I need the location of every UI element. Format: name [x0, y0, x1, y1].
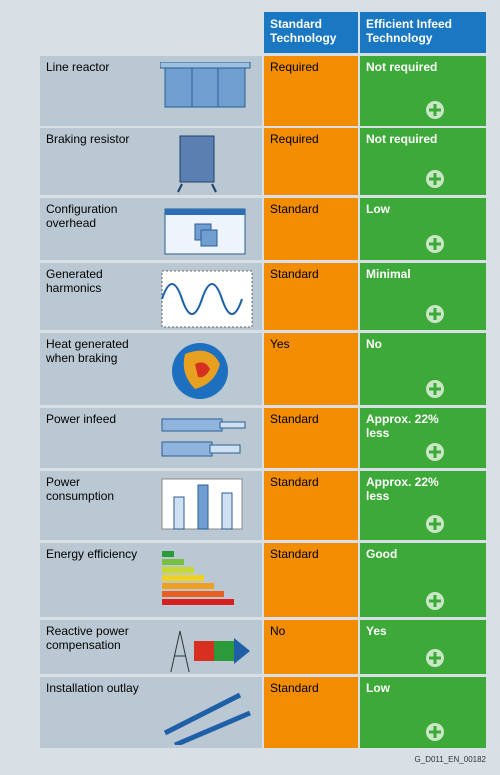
row-label-text: Braking resistor — [46, 132, 130, 146]
efficient-value: Low — [360, 677, 486, 748]
efficient-value-text: Yes — [366, 624, 387, 638]
row-icon — [163, 692, 251, 745]
row-label: Braking resistor — [40, 128, 262, 195]
standard-value-text: Standard — [270, 202, 319, 216]
row-icon — [172, 343, 228, 399]
standard-value: Yes — [264, 333, 358, 405]
standard-value: Standard — [264, 408, 358, 468]
plus-icon — [426, 170, 444, 188]
row-label-text: Heat generated when braking — [46, 337, 129, 365]
plus-icon — [426, 515, 444, 533]
header-efficient: Efficient Infeed Technology — [360, 12, 486, 53]
efficient-value: Not required — [360, 56, 486, 126]
footer-code: G_D011_EN_00182 — [414, 755, 486, 764]
row-icon — [161, 270, 253, 328]
standard-value-text: Standard — [270, 547, 319, 561]
efficient-value-text: Not required — [366, 132, 438, 146]
efficient-value: Approx. 22% less — [360, 471, 486, 540]
efficient-value-text: Good — [366, 547, 398, 561]
standard-value-text: Standard — [270, 475, 319, 489]
row-label-text: Power infeed — [46, 412, 117, 426]
row-icon — [161, 478, 243, 530]
efficient-value-text: Approx. 22% less — [366, 475, 439, 503]
standard-value-text: Standard — [270, 267, 319, 281]
efficient-value: Approx. 22% less — [360, 408, 486, 468]
row-label: Power infeed — [40, 408, 262, 468]
row-label: Heat generated when braking — [40, 333, 262, 405]
standard-value: Standard — [264, 543, 358, 617]
row-label-text: Energy efficiency — [46, 547, 138, 561]
plus-icon — [426, 101, 444, 119]
row-icon — [161, 418, 246, 457]
standard-value-text: Yes — [270, 337, 290, 351]
header-efficient-text: Efficient Infeed Technology — [366, 17, 453, 45]
efficient-value: Good — [360, 543, 486, 617]
standard-value: No — [264, 620, 358, 674]
header-standard: Standard Technology — [264, 12, 358, 53]
standard-value-text: Standard — [270, 412, 319, 426]
efficient-value: Minimal — [360, 263, 486, 330]
standard-value: Standard — [264, 198, 358, 260]
efficient-value-text: Approx. 22% less — [366, 412, 439, 440]
standard-value-text: Standard — [270, 681, 319, 695]
standard-value: Standard — [264, 471, 358, 540]
efficient-value-text: No — [366, 337, 382, 351]
plus-icon — [426, 235, 444, 253]
efficient-value: No — [360, 333, 486, 405]
standard-value: Standard — [264, 263, 358, 330]
standard-value-text: Required — [270, 60, 319, 74]
row-icon — [162, 551, 234, 605]
standard-value: Required — [264, 56, 358, 126]
plus-icon — [426, 443, 444, 461]
efficient-value: Yes — [360, 620, 486, 674]
row-icon — [164, 208, 246, 255]
efficient-value-text: Low — [366, 681, 390, 695]
row-label-text: Configuration overhead — [46, 202, 118, 230]
row-icon — [170, 630, 250, 672]
row-label-text: Generated harmonics — [46, 267, 103, 295]
efficient-value-text: Not required — [366, 60, 438, 74]
plus-icon — [426, 592, 444, 610]
plus-icon — [426, 649, 444, 667]
efficient-value-text: Low — [366, 202, 390, 216]
standard-value: Standard — [264, 677, 358, 748]
row-label-text: Reactive power compensation — [46, 624, 129, 652]
row-label-text: Power consumption — [46, 475, 115, 503]
efficient-value-text: Minimal — [366, 267, 411, 281]
efficient-value: Low — [360, 198, 486, 260]
standard-value-text: Required — [270, 132, 319, 146]
row-label: Installation outlay — [40, 677, 262, 748]
standard-value-text: No — [270, 624, 286, 638]
row-label-text: Line reactor — [46, 60, 110, 74]
efficient-value: Not required — [360, 128, 486, 195]
row-icon — [160, 62, 251, 108]
plus-icon — [426, 723, 444, 741]
row-label-text: Installation outlay — [46, 681, 139, 695]
standard-value: Required — [264, 128, 358, 195]
plus-icon — [426, 380, 444, 398]
row-icon — [177, 135, 217, 193]
header-standard-text: Standard Technology — [270, 17, 337, 45]
plus-icon — [426, 305, 444, 323]
